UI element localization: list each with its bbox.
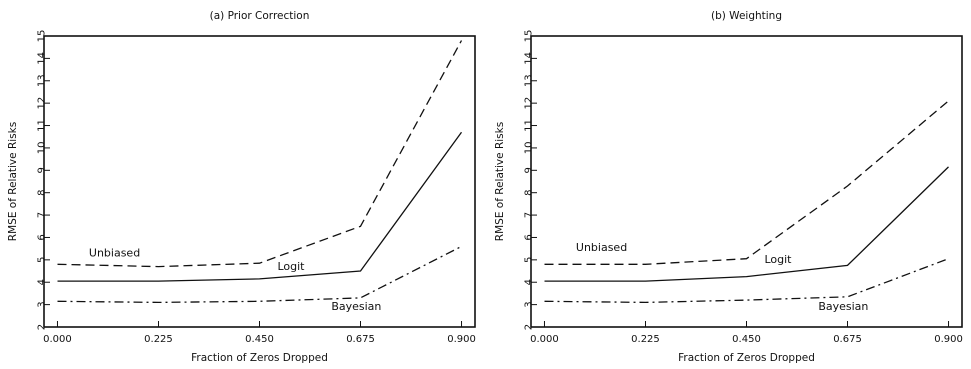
series-line-logit [57, 131, 463, 282]
x-tick-label: 0.225 [144, 334, 173, 345]
y-tick-label: 13 [524, 74, 535, 87]
series-label-bayesian: Bayesian [818, 300, 868, 313]
series-label-unbiased: Unbiased [576, 241, 627, 254]
y-tick-label: 2 [524, 324, 535, 330]
plot-frame [530, 35, 963, 328]
y-tick-label: 5 [37, 257, 48, 263]
y-tick-label: 8 [37, 190, 48, 196]
series-label-unbiased: Unbiased [89, 246, 140, 259]
series-label-bayesian: Bayesian [331, 300, 381, 313]
y-tick-label: 14 [37, 52, 48, 65]
y-tick-label: 3 [37, 301, 48, 307]
x-tick-label: 0.000 [530, 334, 559, 345]
y-tick-label: 15 [37, 30, 48, 43]
chart-panel-weighting: (b) Weighting 2 3 4 5 6 7 8 9 10 11 12 13 14 15 0.000 0.… [487, 0, 971, 369]
x-tick-label: 0.000 [43, 334, 72, 345]
y-tick-label: 3 [524, 301, 535, 307]
x-tick-label: 0.900 [934, 334, 963, 345]
x-axis-label: Fraction of Zeros Dropped [678, 352, 815, 364]
series-line-unbiased [544, 100, 949, 265]
y-tick-label: 7 [37, 212, 48, 218]
series-label-logit: Logit [764, 253, 792, 266]
x-tick-label: 0.450 [732, 334, 761, 345]
x-tick-label: 0.225 [631, 334, 660, 345]
y-tick-label: 6 [524, 234, 535, 240]
chart-panel-prior-correction: (a) Prior Correction 2 3 4 5 6 7 8 9 10 11 12 13 14 15… [0, 0, 484, 369]
x-tick-label: 0.900 [447, 334, 476, 345]
x-tick-label: 0.450 [245, 334, 274, 345]
x-tick-label: 0.675 [346, 334, 375, 345]
y-tick-label: 8 [524, 190, 535, 196]
y-tick-label: 11 [524, 119, 535, 132]
y-tick-label: 13 [37, 74, 48, 87]
chart-title: (b) Weighting [711, 10, 782, 22]
x-axis-label: Fraction of Zeros Dropped [191, 352, 328, 364]
y-tick-label: 10 [37, 142, 48, 155]
y-tick-label: 6 [37, 234, 48, 240]
y-tick-label: 9 [37, 167, 48, 173]
series-label-logit: Logit [277, 260, 305, 273]
chart-prior-correction: (a) Prior Correction 2 3 4 5 6 7 8 9 10 11 12 13 14 15… [7, 10, 476, 364]
chart-weighting: (b) Weighting 2 3 4 5 6 7 8 9 10 11 12 13 14 15 0.000 0.… [494, 10, 963, 364]
y-axis-label: RMSE of Relative Risks [494, 122, 506, 241]
y-tick-label: 9 [524, 167, 535, 173]
y-axis-label: RMSE of Relative Risks [7, 122, 19, 241]
x-tick-label: 0.675 [833, 334, 862, 345]
y-tick-label: 2 [37, 324, 48, 330]
series-line-unbiased [57, 40, 463, 268]
y-tick-label: 4 [37, 279, 48, 285]
y-tick-label: 7 [524, 212, 535, 218]
y-tick-label: 12 [37, 97, 48, 110]
y-tick-label: 11 [37, 119, 48, 132]
plot-frame [43, 35, 476, 328]
y-tick-label: 12 [524, 97, 535, 110]
series-line-logit [544, 166, 949, 282]
y-tick-label: 4 [524, 279, 535, 285]
y-tick-label: 14 [524, 52, 535, 65]
y-tick-label: 10 [524, 142, 535, 155]
chart-title: (a) Prior Correction [210, 10, 310, 22]
y-tick-label: 5 [524, 257, 535, 263]
y-tick-label: 15 [524, 30, 535, 43]
